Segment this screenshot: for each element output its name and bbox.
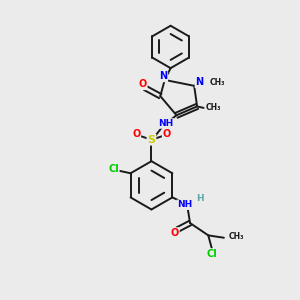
Text: S: S — [148, 135, 155, 145]
Text: O: O — [139, 79, 147, 89]
Text: O: O — [163, 129, 171, 140]
Text: O: O — [132, 129, 140, 140]
Text: CH₃: CH₃ — [206, 103, 221, 112]
Text: N: N — [159, 71, 167, 81]
Text: CH₃: CH₃ — [228, 232, 244, 241]
Text: O: O — [171, 228, 179, 238]
Text: Cl: Cl — [206, 249, 217, 259]
Text: N: N — [195, 77, 203, 87]
Text: NH: NH — [159, 119, 174, 128]
Text: CH₃: CH₃ — [209, 78, 225, 87]
Text: NH: NH — [177, 200, 192, 209]
Text: H: H — [196, 194, 204, 203]
Text: Cl: Cl — [108, 164, 119, 174]
